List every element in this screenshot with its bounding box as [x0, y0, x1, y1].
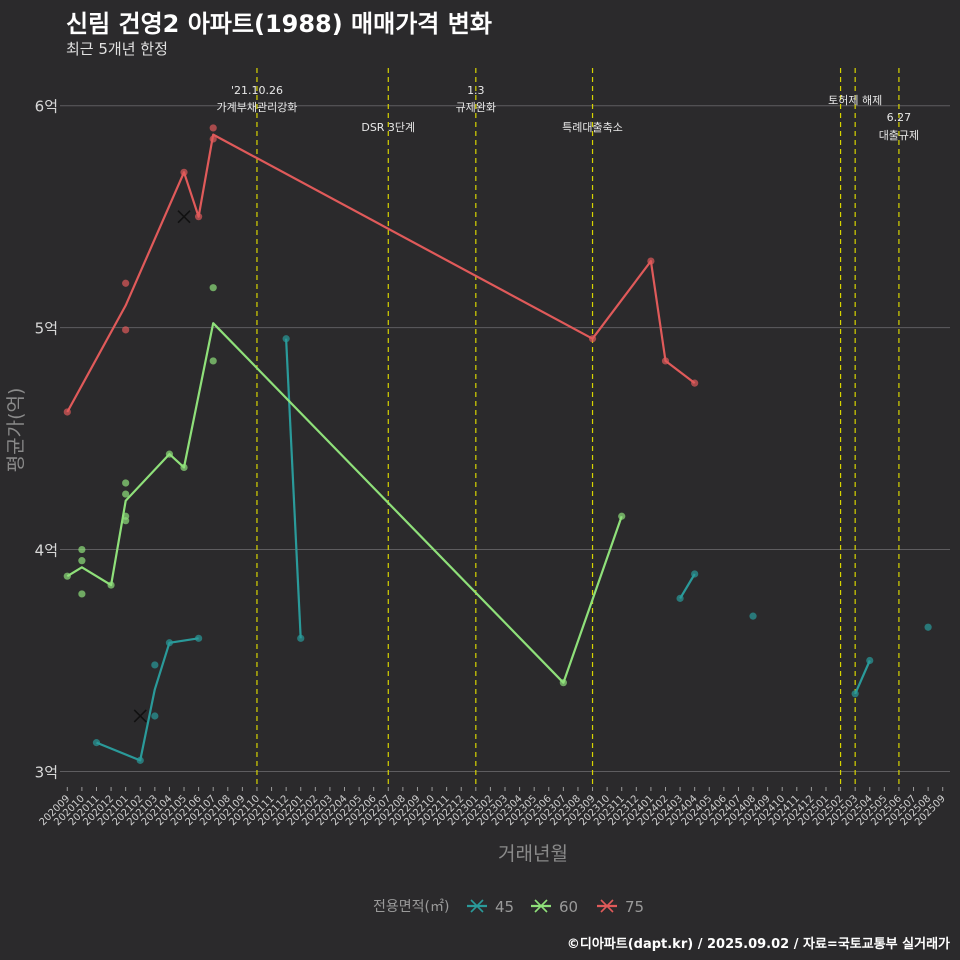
series-line-60 [66, 322, 623, 684]
cross-marker-45 [133, 709, 147, 723]
data-point-60 [122, 490, 130, 498]
series-line-45 [285, 338, 302, 639]
data-point-60 [209, 284, 217, 292]
data-point-60 [78, 545, 86, 554]
legend-entry-60: 60 [559, 898, 578, 916]
data-point-60 [122, 479, 130, 487]
data-point-60 [78, 590, 86, 598]
data-point-60 [559, 679, 567, 687]
data-point-75 [588, 335, 597, 343]
data-point-75 [691, 379, 699, 387]
data-point-75 [63, 408, 71, 416]
cross-marker-75 [177, 210, 191, 224]
series-line-75 [66, 133, 696, 413]
event-label: 규제완화 [456, 101, 496, 114]
grid [60, 105, 950, 772]
data-point-75 [647, 257, 655, 265]
data-point-45 [691, 570, 699, 578]
data-point-75 [180, 168, 188, 176]
data-point-75 [209, 135, 217, 143]
y-tick-label: 5억 [35, 320, 58, 338]
data-point-45 [749, 612, 757, 620]
chart-subtitle: 최근 5개년 한정 [66, 40, 168, 58]
data-point-75 [195, 213, 203, 221]
y-tick-label: 4억 [35, 542, 58, 560]
x-axis-title: 거래년월 [498, 843, 568, 865]
data-point-60 [78, 557, 86, 565]
data-point-60 [63, 572, 71, 580]
y-tick-label: 3억 [35, 763, 58, 781]
legend: 전용면적(㎡) 45 60 75 [373, 898, 644, 916]
event-label-date: '21.10.26 [231, 84, 283, 97]
event-label: 대출규제 [879, 129, 919, 142]
data-point-75 [122, 326, 130, 334]
data-point-45 [282, 335, 290, 343]
data-point-75 [661, 357, 670, 365]
data-point-45 [136, 756, 144, 764]
data-point-45 [151, 661, 159, 669]
event-label: 가계부채관리강화 [216, 101, 297, 114]
data-point-45 [866, 656, 874, 665]
series-line-45 [96, 637, 199, 762]
data-point-60 [165, 450, 174, 458]
data-point-75 [209, 124, 217, 132]
event-label-date: 6.27 [887, 111, 912, 124]
data-point-45 [297, 634, 305, 642]
y-axis-title: 평균가(억) [5, 388, 27, 473]
data-point-45 [924, 623, 932, 631]
data-point-75 [122, 279, 130, 287]
data-point-60 [122, 517, 130, 525]
legend-key-cross-75 [600, 899, 614, 913]
legend-title: 전용면적(㎡) [373, 899, 449, 915]
event-label: 특례대출축소 [562, 121, 623, 134]
series-line-45 [679, 573, 696, 599]
legend-key-cross-60 [534, 899, 548, 913]
event-label: 토허제 해제 [828, 93, 882, 107]
data-point-45 [676, 594, 684, 602]
data-point-60 [209, 357, 217, 365]
data-point-45 [851, 690, 859, 698]
series [63, 124, 932, 764]
data-point-60 [180, 463, 188, 472]
series-line-45 [854, 660, 871, 695]
data-point-45 [195, 634, 203, 642]
data-point-60 [618, 512, 626, 520]
data-point-45 [165, 639, 174, 647]
event-label-date: 1.3 [467, 84, 485, 97]
event-label: DSR 3단계 [361, 121, 415, 134]
data-point-45 [151, 712, 159, 720]
legend-entry-45: 45 [495, 898, 514, 916]
chart-title: 신림 건영2 아파트(1988) 매매가격 변화 [66, 10, 492, 38]
data-point-60 [107, 581, 115, 589]
y-tick-label: 6억 [35, 98, 58, 116]
legend-entry-75: 75 [625, 898, 644, 916]
legend-key-cross-45 [470, 899, 484, 913]
chart-caption: ©디아파트(dapt.kr) / 2025.09.02 / 자료=국토교통부 실… [566, 937, 950, 952]
data-point-45 [92, 739, 101, 747]
